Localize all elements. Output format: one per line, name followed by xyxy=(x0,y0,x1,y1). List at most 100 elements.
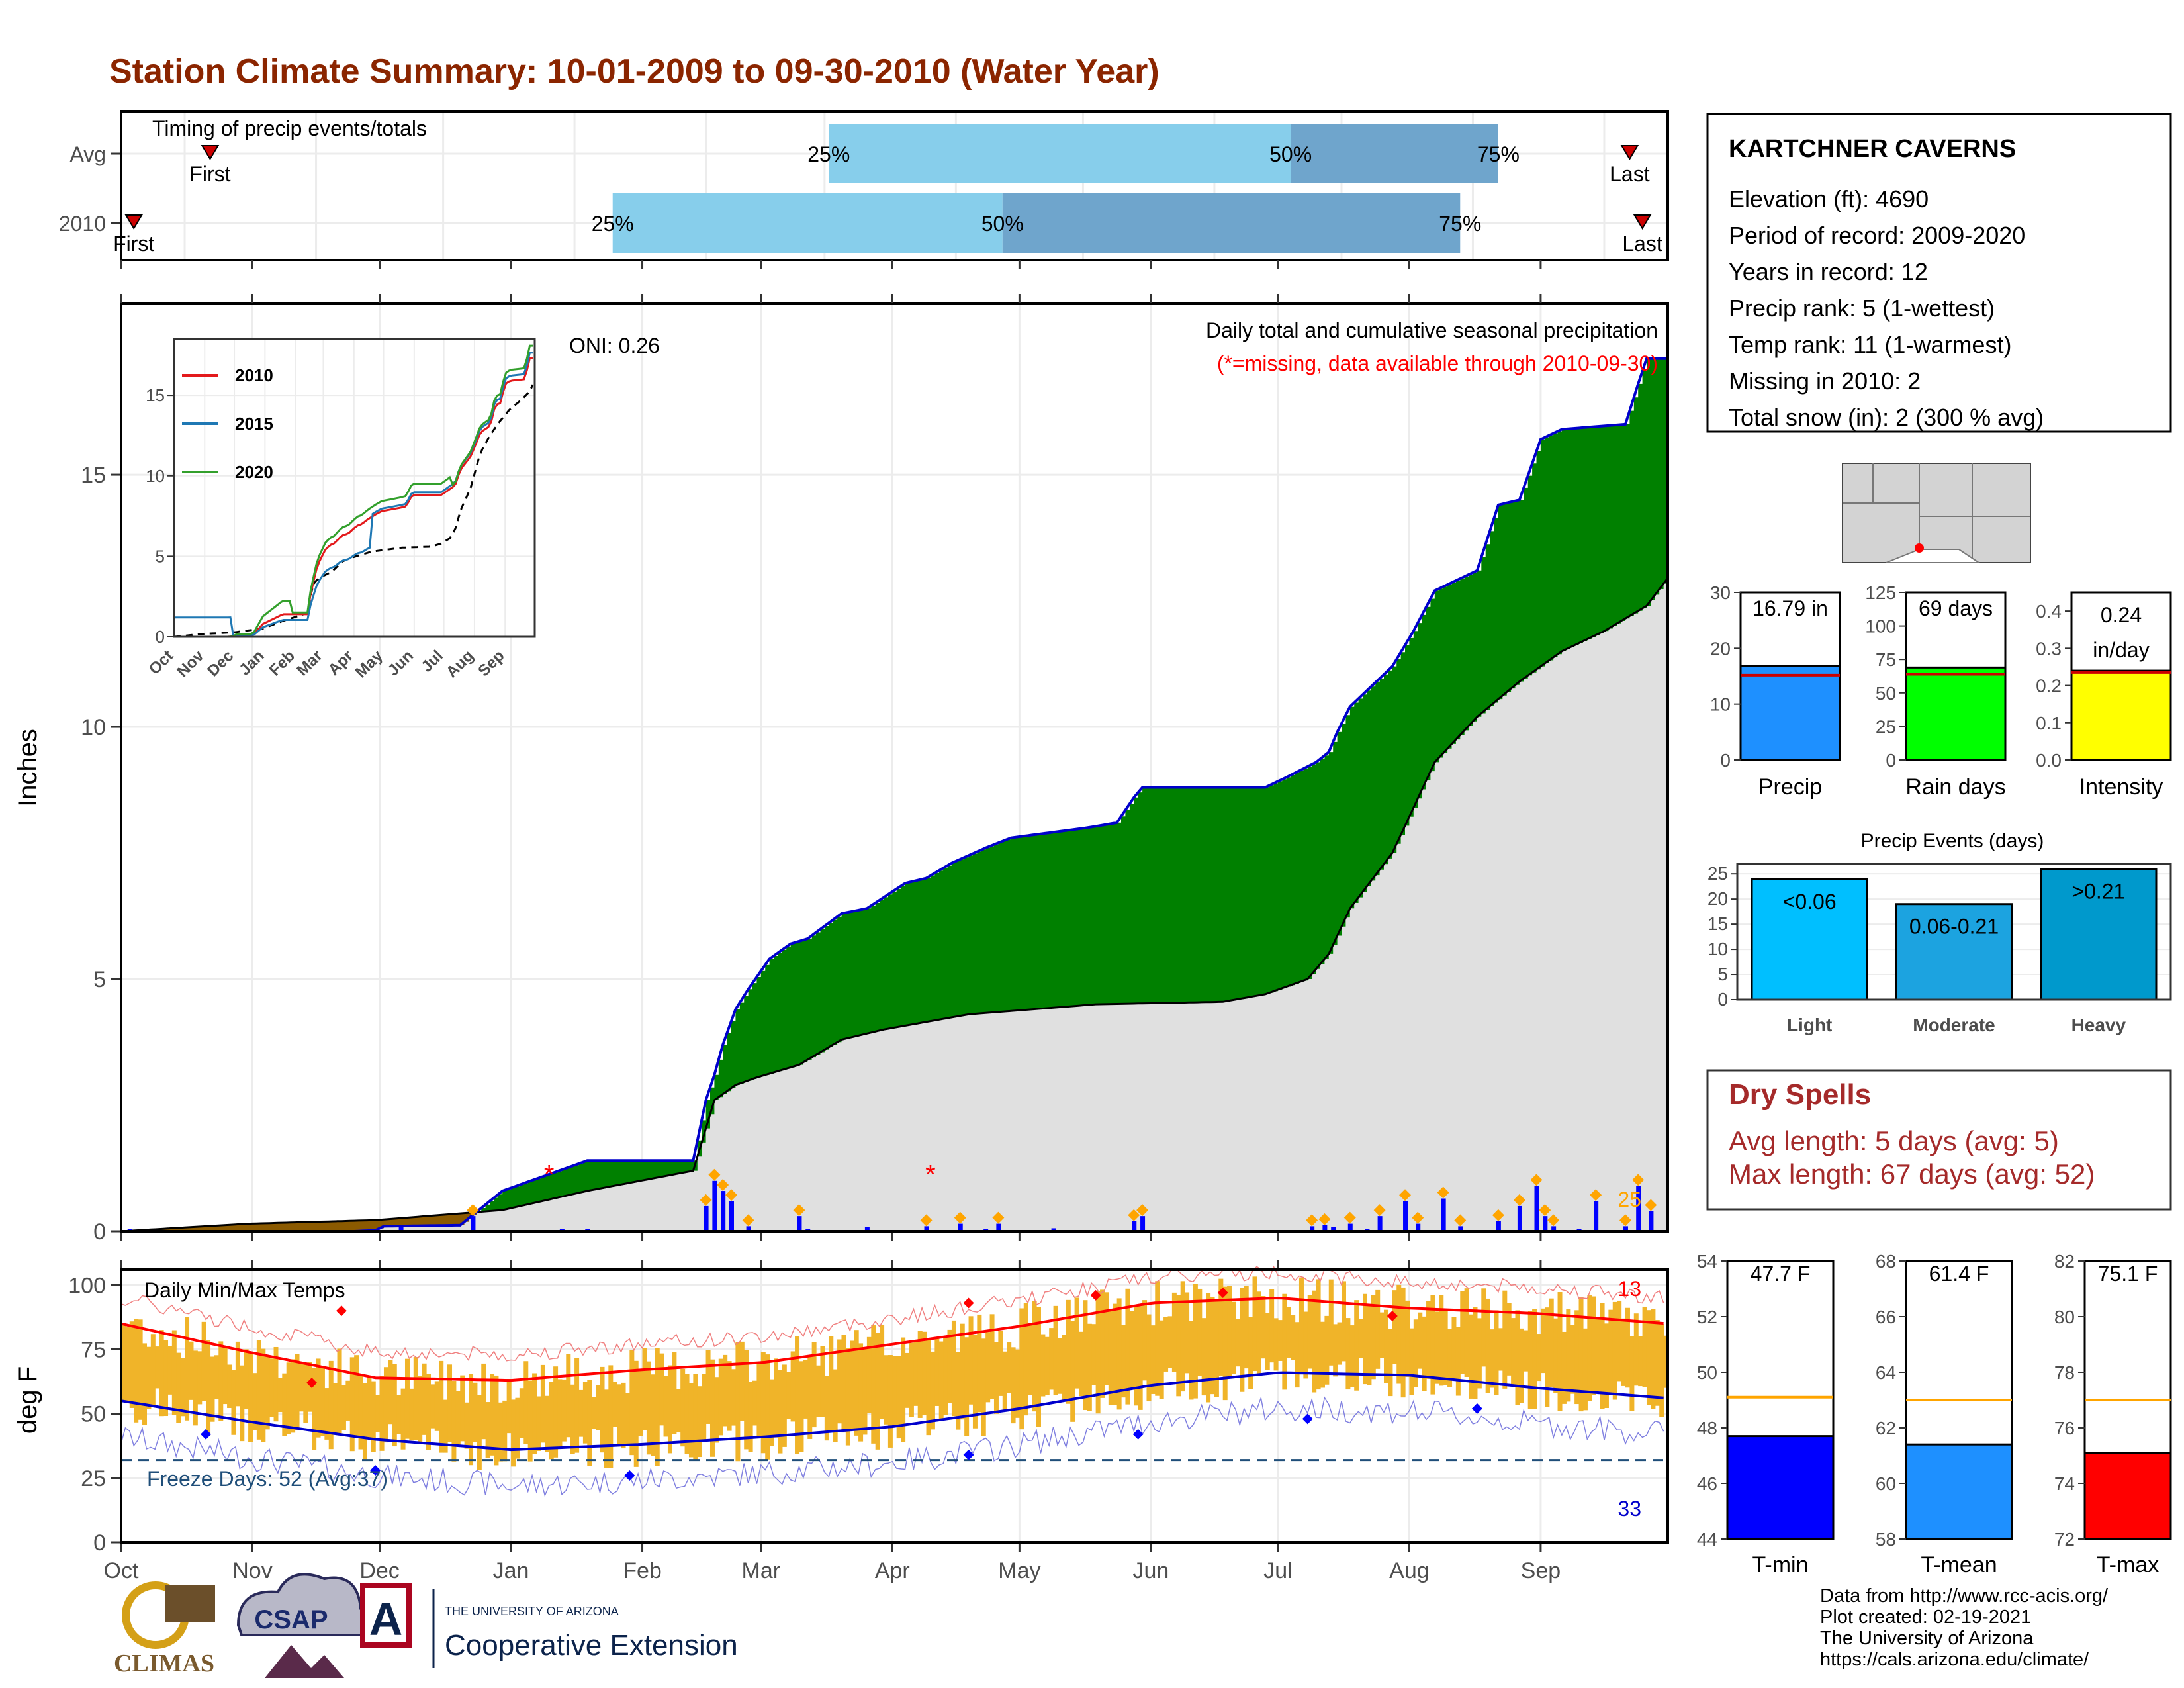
daily-temp-range-bar xyxy=(850,1340,855,1431)
daily-temp-range-bar xyxy=(320,1366,325,1436)
daily-temp-range-bar xyxy=(1265,1313,1270,1370)
record-daily-marker xyxy=(1343,1211,1356,1224)
daily-temp-range-bar xyxy=(621,1382,626,1449)
events-tick-label: 15 xyxy=(1707,914,1728,934)
daily-temp-range-bar xyxy=(968,1316,974,1405)
daily-temp-range-bar xyxy=(532,1373,537,1454)
daily-precip-bar xyxy=(1347,1223,1353,1231)
daily-temp-range-bar xyxy=(256,1340,261,1440)
record-daily-marker xyxy=(1454,1214,1467,1227)
daily-temp-range-bar xyxy=(1316,1279,1321,1390)
daily-temp-range-bar xyxy=(176,1352,181,1423)
daily-precip-bar xyxy=(1416,1223,1421,1231)
record-daily-marker xyxy=(793,1204,805,1217)
temp-bar-xlabel: T-min xyxy=(1752,1552,1809,1577)
month-label: Jun xyxy=(1132,1558,1169,1583)
daily-temp-range-bar xyxy=(447,1364,453,1442)
daily-temp-range-bar xyxy=(269,1358,275,1417)
record-daily-marker xyxy=(742,1214,754,1227)
daily-temp-range-bar xyxy=(862,1348,868,1435)
daily-temp-range-bar xyxy=(1519,1328,1524,1403)
daily-temp-range-bar xyxy=(422,1363,427,1435)
dry-spells-line: Max length: 67 days (avg: 52) xyxy=(1729,1158,2095,1190)
daily-temp-range-bar xyxy=(1439,1295,1444,1386)
precip-tick-label: 20 xyxy=(1710,638,1731,659)
normal-low-line xyxy=(120,1371,1664,1452)
daily-temp-range-bar xyxy=(760,1352,766,1454)
daily-temp-range-bar xyxy=(134,1319,139,1423)
daily-temp-range-bar xyxy=(502,1400,508,1462)
daily-temp-range-bar xyxy=(337,1348,342,1436)
temp-bar xyxy=(2083,1452,2172,1540)
daily-temp-range-bar xyxy=(185,1317,190,1421)
daily-temp-range-bar xyxy=(680,1368,686,1447)
daily-temp-range-bar xyxy=(917,1331,923,1418)
daily-temp-range-bar xyxy=(1400,1287,1406,1398)
daily-temp-range-bar xyxy=(829,1336,834,1431)
daily-temp-range-bar xyxy=(167,1346,173,1395)
temp-panel: 0 25 50 75 100 Daily Min/Max Temps Freeze Days… xyxy=(13,1260,1669,1583)
daily-temp-range-bar xyxy=(379,1376,385,1451)
daily-temp-range-bar xyxy=(951,1320,956,1417)
raindays-tick-label: 50 xyxy=(1876,683,1896,704)
daily-temp-range-bar xyxy=(1218,1278,1224,1376)
temp-bar-panels: 44 46 48 50 52 54 47.7 F T-min 58 60 62 64 66 68 61.4 … xyxy=(1697,1251,2172,1577)
daily-temp-range-bar xyxy=(540,1364,545,1443)
missing-note: (*=missing, data available through 2010-… xyxy=(1217,352,1658,375)
daily-temp-range-bar xyxy=(273,1346,279,1422)
record-daily-marker xyxy=(920,1214,933,1227)
daily-temp-range-bar xyxy=(367,1378,372,1438)
daily-temp-range-bar xyxy=(1286,1307,1291,1358)
ua-logo-shield xyxy=(360,1583,412,1648)
daily-temp-range-bar xyxy=(210,1356,215,1422)
daily-temp-range-bar xyxy=(1524,1330,1529,1372)
daily-precip-bar xyxy=(1636,1186,1641,1231)
daily-temp-range-bar xyxy=(977,1314,982,1413)
daily-temp-range-bar xyxy=(943,1338,948,1415)
daily-temp-range-bar xyxy=(1578,1297,1584,1412)
daily-temp-range-bar xyxy=(277,1378,283,1413)
intensity-value-unit: in/day xyxy=(2093,638,2149,662)
temp-bar-tick-label: 64 xyxy=(1876,1362,1896,1383)
daily-temp-range-bar xyxy=(1244,1286,1249,1369)
daily-temp-range-bar xyxy=(629,1350,635,1456)
raindays-bar xyxy=(1905,666,2007,761)
daily-temp-range-bar xyxy=(1485,1298,1490,1393)
daily-temp-range-bar xyxy=(1388,1329,1393,1397)
daily-temp-range-bar xyxy=(1367,1305,1372,1385)
daily-temp-range-bar xyxy=(490,1374,495,1456)
daily-temp-range-bar xyxy=(515,1397,520,1459)
daily-temp-range-bar xyxy=(1473,1307,1478,1399)
daily-temp-range-bar xyxy=(1621,1318,1626,1386)
daily-temp-range-bar xyxy=(1312,1290,1317,1393)
daily-temp-range-bar xyxy=(1379,1312,1385,1358)
daily-temp-range-bar xyxy=(1011,1347,1016,1424)
daily-precip-bar xyxy=(721,1191,726,1231)
daily-precip-bar xyxy=(1534,1186,1539,1231)
daily-temp-range-bar xyxy=(905,1352,910,1408)
daily-temp-range-bar xyxy=(1333,1324,1338,1377)
daily-temp-range-bar xyxy=(1053,1305,1058,1395)
daily-temp-range-bar xyxy=(252,1373,257,1430)
daily-temp-range-bar xyxy=(1227,1286,1232,1378)
temp-ytick-label: 75 xyxy=(81,1337,106,1362)
daily-temp-range-bar xyxy=(1028,1323,1033,1395)
timing-p75-label: 75% xyxy=(1439,212,1481,236)
record-low-marker xyxy=(1471,1403,1482,1414)
daily-temp-range-bar xyxy=(1240,1288,1245,1392)
temp-bar-xlabel: T-max xyxy=(2097,1552,2159,1577)
timing-last-label: Last xyxy=(1610,162,1650,186)
daily-temp-range-bar xyxy=(1171,1292,1177,1372)
daily-temp-range-bar xyxy=(312,1367,317,1450)
daily-temp-range-bar xyxy=(222,1348,228,1405)
temp-title: Daily Min/Max Temps xyxy=(144,1278,345,1302)
daily-temp-range-bar xyxy=(574,1358,580,1453)
daily-temp-range-bar xyxy=(324,1388,330,1440)
daily-temp-range-bar xyxy=(282,1373,287,1436)
daily-temp-range-bar xyxy=(138,1319,143,1420)
record-daily-marker xyxy=(954,1211,966,1224)
temp-bar-tick-label: 52 xyxy=(1697,1307,1717,1327)
daily-temp-range-bar xyxy=(214,1355,219,1399)
